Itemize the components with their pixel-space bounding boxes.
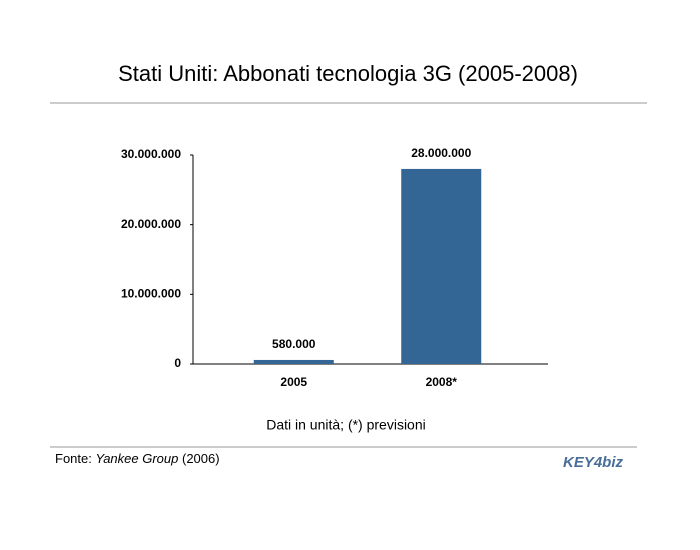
source-prefix: Fonte: xyxy=(55,451,92,466)
value-label: 580.000 xyxy=(272,337,316,351)
y-tick-label: 20.000.000 xyxy=(121,217,181,231)
note: Dati in unità; (*) previsioni xyxy=(266,417,426,433)
logo: KEY4biz xyxy=(563,454,624,471)
x-tick-label: 2008* xyxy=(426,375,458,389)
bar xyxy=(253,359,334,364)
source: Fonte: Yankee Group (2006) xyxy=(55,451,220,466)
value-label: 28.000.000 xyxy=(411,146,471,160)
y-tick-label: 0 xyxy=(174,356,181,370)
y-tick-label: 10.000.000 xyxy=(121,287,181,301)
source-year: (2006) xyxy=(182,451,220,466)
bar xyxy=(401,168,482,364)
x-tick-label: 2005 xyxy=(280,375,307,389)
chart-title: Stati Uniti: Abbonati tecnologia 3G (200… xyxy=(118,61,578,86)
y-tick-label: 30.000.000 xyxy=(121,147,181,161)
source-name: Yankee Group xyxy=(95,451,178,466)
